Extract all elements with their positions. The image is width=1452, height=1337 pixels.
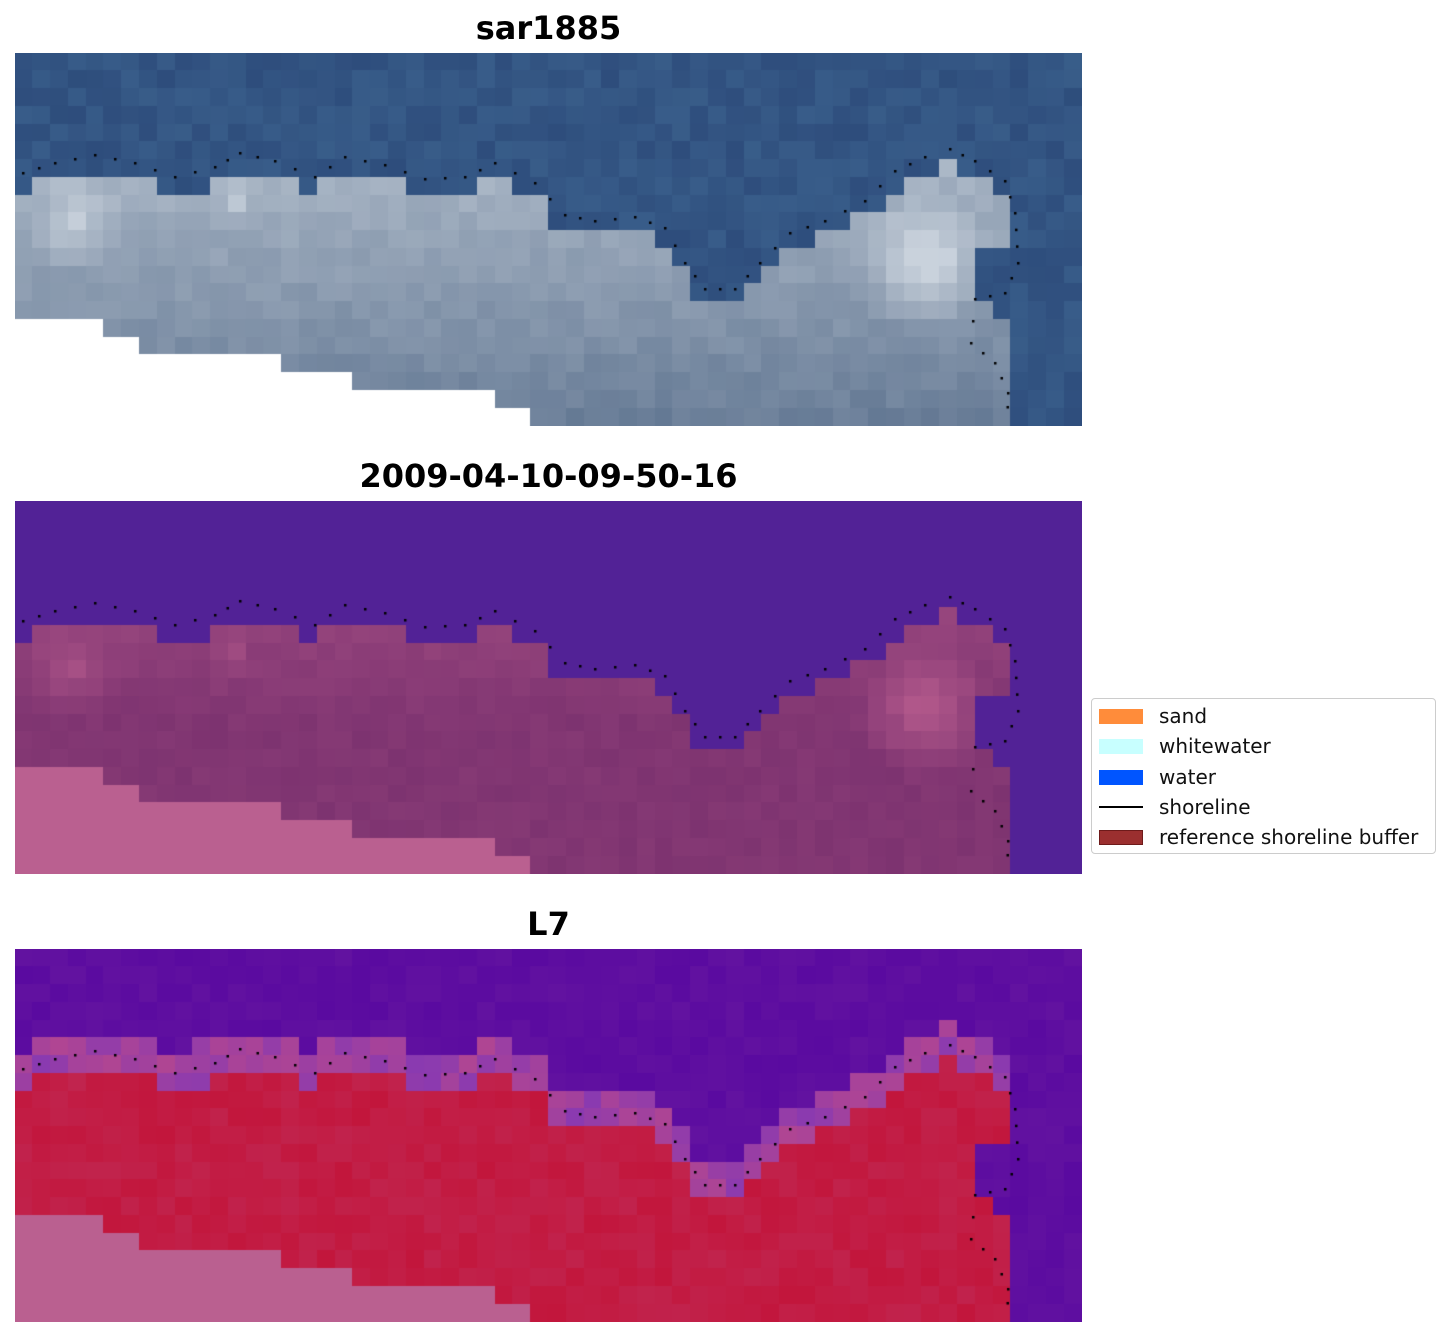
water-swatch-icon: [1099, 769, 1143, 785]
panel-2-title: 2009-04-10-09-50-16: [359, 457, 738, 495]
panel-3-title: L7: [527, 905, 570, 943]
panel-2-classification-image: [15, 501, 1082, 874]
legend-label-sand: sand: [1159, 704, 1208, 728]
legend-label-shoreline: shoreline: [1159, 795, 1251, 819]
legend-item-whitewater: whitewater: [1099, 734, 1271, 758]
legend-item-reference-shoreline-buffer: reference shoreline buffer: [1099, 825, 1419, 849]
legend-item-sand: sand: [1099, 704, 1208, 728]
shoreline-line-icon: [1099, 806, 1143, 808]
panel-3-index-image: [15, 949, 1082, 1322]
legend-label-water: water: [1159, 765, 1216, 789]
legend: sand whitewater water shoreline referenc…: [1091, 698, 1436, 854]
legend-label-whitewater: whitewater: [1159, 734, 1271, 758]
legend-label-reference-shoreline-buffer: reference shoreline buffer: [1159, 825, 1419, 849]
panel-1-title: sar1885: [475, 9, 622, 47]
legend-item-shoreline: shoreline: [1099, 795, 1251, 819]
buffer-swatch-icon: [1099, 829, 1143, 845]
panel-1-rgb-image: [15, 53, 1082, 426]
legend-item-water: water: [1099, 765, 1216, 789]
whitewater-swatch-icon: [1099, 738, 1143, 754]
sand-swatch-icon: [1099, 708, 1143, 724]
